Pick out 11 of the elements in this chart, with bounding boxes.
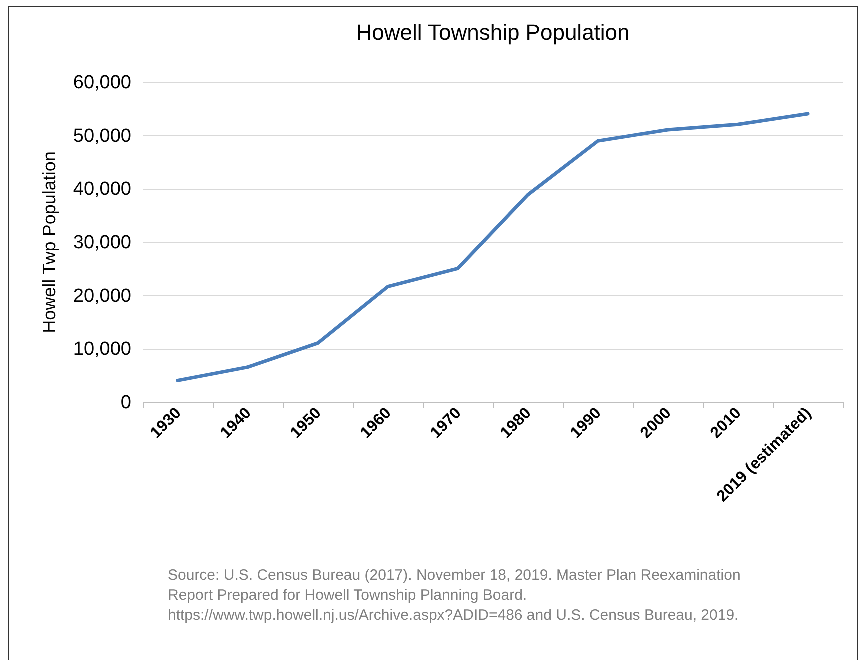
y-tick-label: 40,000	[73, 179, 132, 200]
y-tick-label: 50,000	[73, 126, 132, 147]
y-tick-label: 20,000	[73, 286, 132, 307]
line-series	[176, 112, 810, 382]
chart-title: Howell Township Population	[356, 20, 630, 45]
y-tick-label: 60,000	[73, 72, 132, 94]
source-note: Source: U.S. Census Bureau (2017). November 18, 2019. Master Plan Reexamination Report Prepared for Howell Township Planning Board. https://www.twp.howell.nj.us/Archive.aspx?ADID=486 and U.S. Census Bureau, 2019.	[168, 566, 742, 626]
y-tick-label: 0	[120, 392, 132, 414]
y-axis-title: Howell Twp Population	[39, 152, 60, 334]
y-tick-label: 30,000	[73, 232, 132, 254]
y-tick-label: 10,000	[73, 339, 132, 360]
